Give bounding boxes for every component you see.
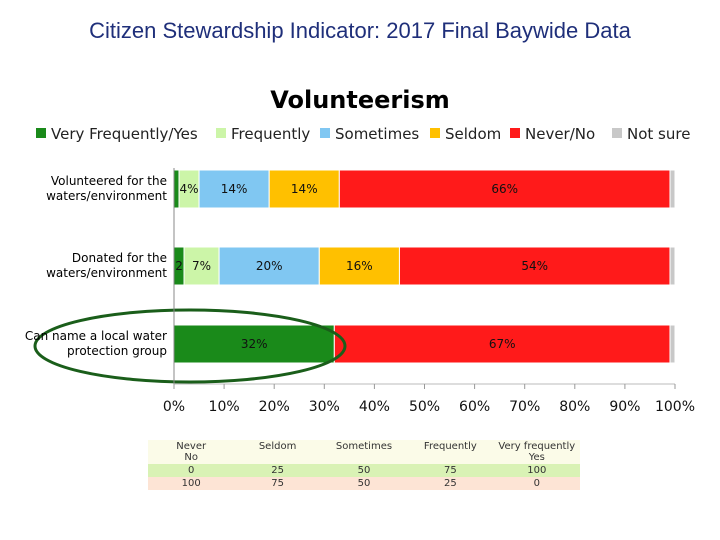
legend-entry: Seldom [445,125,501,143]
scale-cell: 50 [320,477,408,490]
scale-table-row: 0 25 50 75 100 [148,464,580,477]
data-label: 7% [192,259,211,273]
bar-segment [338,169,671,209]
x-tick-label: 40% [359,399,390,415]
scale-header-cell: Frequently [407,440,494,464]
legend-swatch [612,128,622,138]
scale-cell: 0 [148,464,235,477]
scale-cell: 0 [493,477,580,490]
chart-title: Volunteerism [270,86,450,114]
bar-segment [669,169,676,209]
bar-segment [198,169,270,209]
data-label: 32% [241,337,268,351]
bar-segment [268,169,340,209]
legend-entry: Very Frequently/Yes [51,125,198,143]
scale-cell: 100 [148,477,235,490]
x-tick-label: 60% [459,399,490,415]
scale-header-cell: Sometimes [320,440,408,464]
bar-segment [333,324,671,364]
data-label: 54% [521,259,548,273]
data-label: 4% [180,182,199,196]
x-tick-label: 50% [409,399,440,415]
bar-segment [173,324,335,364]
legend-entry: Sometimes [335,125,419,143]
legend-swatch [510,128,520,138]
chart-legend: Very Frequently/Yes Frequently Sometimes Se… [36,125,690,143]
legend-entry: Not sure [627,125,690,143]
scale-header-cell: Seldom [234,440,321,464]
x-tick-label: 70% [509,399,540,415]
category-label: Can name a local water protection group [25,329,167,358]
scale-cell: 100 [493,464,580,477]
x-tick-label: 30% [309,399,340,415]
legend-swatch [320,128,330,138]
bar-segment [398,246,671,286]
highlight-ellipse [33,308,347,384]
category-label: Donated for the waters/environment [46,251,167,280]
page-title: Citizen Stewardship Indicator: 2017 Fina… [89,18,631,43]
bar-segment [669,324,676,364]
data-label: 16% [346,259,373,273]
x-tick-label: 100% [655,399,695,415]
scale-table-row: 100 75 50 25 0 [148,477,580,490]
bar-segment [173,169,180,209]
chart-row-labels: Volunteered for the waters/environment Don… [25,174,167,358]
bar-segment [669,246,676,286]
legend-entry: Frequently [231,125,310,143]
data-label: 66% [491,182,518,196]
scale-table-header-row: Never No Seldom Sometimes Frequently Ver… [148,440,580,464]
chart-axis: 0% 10% 20% 30% 40% 50% 60% 70% 80% 90% 100% [163,168,695,415]
data-label: 14% [291,182,318,196]
data-label: 14% [221,182,248,196]
bar-segment [318,246,400,286]
scale-cell: 75 [234,477,321,490]
data-label: 67% [489,337,516,351]
data-label: 20% [256,259,283,273]
data-label: 2 [175,259,183,273]
scale-cell: 50 [320,464,408,477]
category-label: Volunteered for the waters/environment [46,174,167,203]
scale-table: Never No Seldom Sometimes Frequently Ver… [148,440,580,490]
scale-cell: 75 [407,464,494,477]
scale-header-cell: Very frequently Yes [493,440,580,464]
x-tick-label: 80% [559,399,590,415]
scale-header-cell: Never No [148,440,235,464]
x-tick-label: 20% [259,399,290,415]
legend-entry: Never/No [525,125,595,143]
x-tick-label: 10% [209,399,240,415]
scale-cell: 25 [407,477,494,490]
x-tick-label: 0% [163,399,185,415]
bar-segment [218,246,320,286]
scale-cell: 25 [234,464,321,477]
legend-swatch [36,128,46,138]
legend-swatch [216,128,226,138]
x-tick-label: 90% [609,399,640,415]
legend-swatch [430,128,440,138]
chart-bars: 4% 14% 14% 66% 2 7% 20% 16% 54% 32% 67% [33,169,676,384]
